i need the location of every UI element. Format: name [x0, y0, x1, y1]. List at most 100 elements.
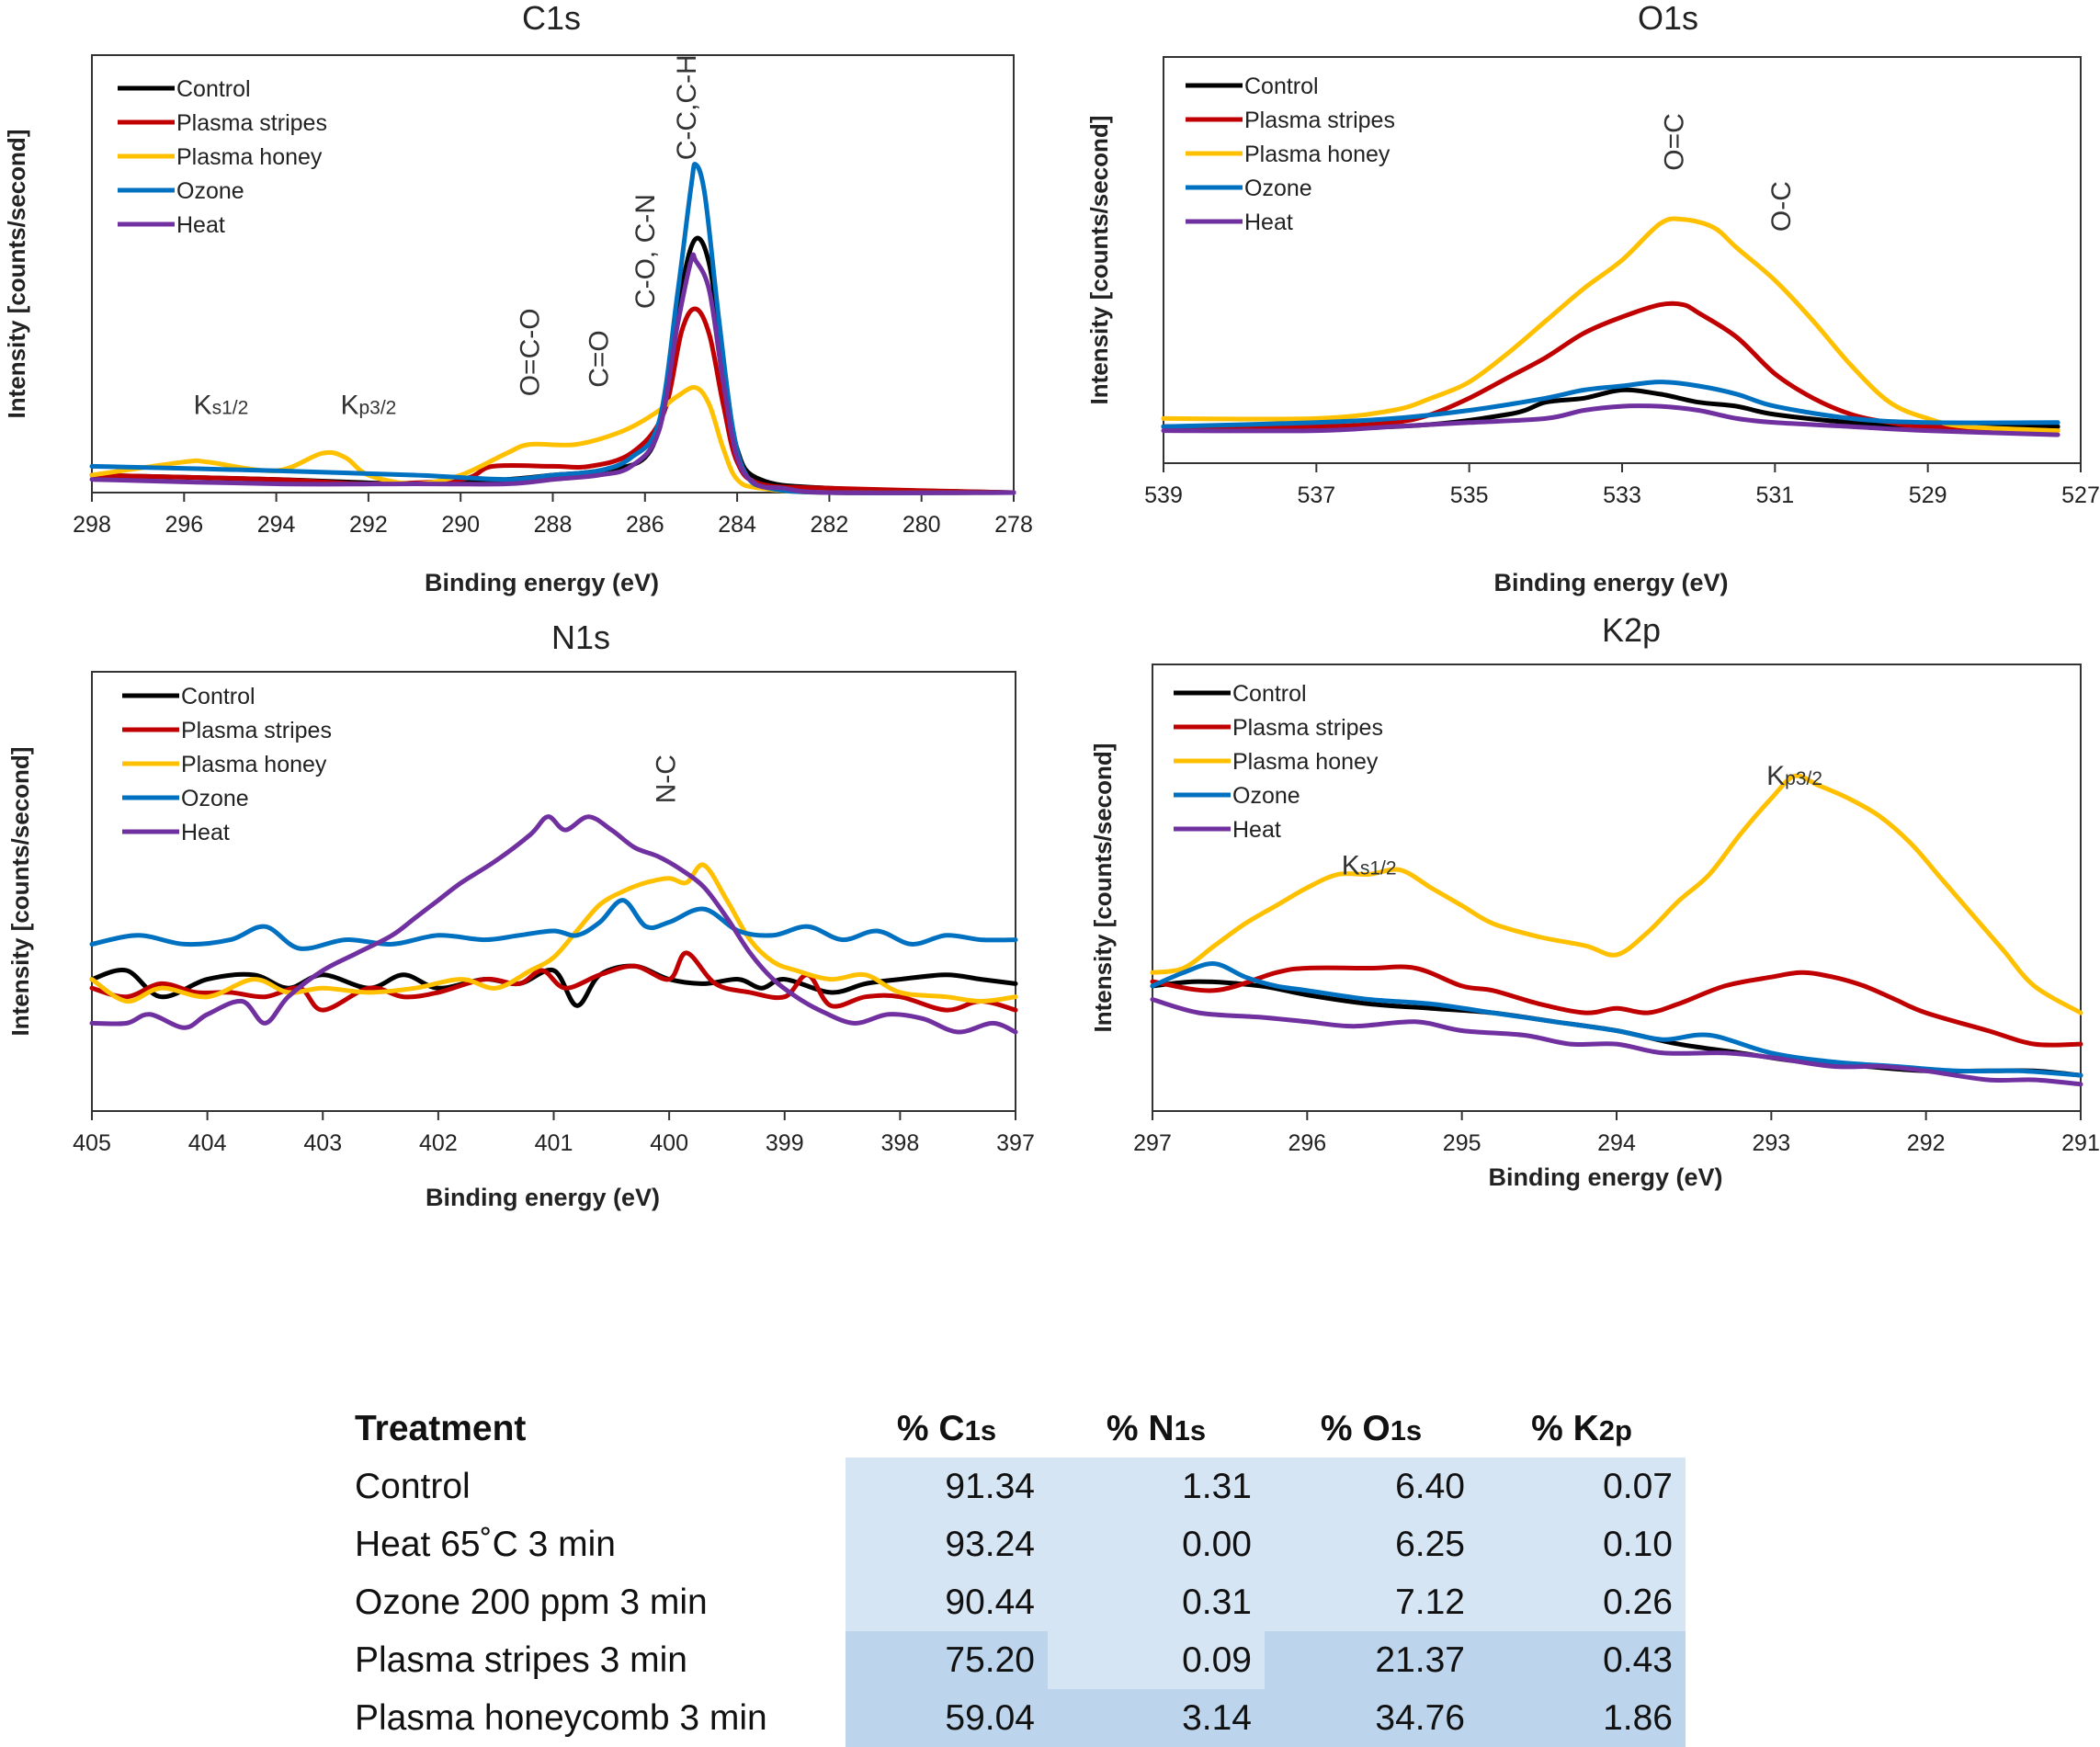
cell-k2p: 0.26 [1478, 1573, 1686, 1631]
legend-label-plasma-stripes: Plasma stripes [176, 110, 327, 136]
series-line-heat [1161, 403, 2060, 437]
legend-label-heat: Heat [176, 212, 225, 238]
x-tick-label: 295 [1443, 1130, 1481, 1156]
row-treatment: Plasma stripes 3 min [342, 1631, 846, 1689]
cell-c1s: 93.24 [846, 1515, 1048, 1573]
peak-annotation: O=C [1660, 113, 1690, 171]
series-line-plasma-stripes [89, 950, 1018, 1013]
chart-o1s: O1s 539 537 535 533 531 529 527 Binding energy (… [1085, 0, 2100, 596]
x-tick-label: 402 [419, 1130, 458, 1156]
x-tick-label: 403 [303, 1130, 342, 1156]
series-line-control [89, 963, 1018, 1008]
plot-area [91, 671, 1016, 1112]
x-tick-label: 531 [1755, 482, 1794, 508]
header-c1s: % C1s [846, 1400, 1048, 1458]
header-k2p: % K2p [1478, 1400, 1686, 1458]
series-line-heat [89, 814, 1018, 1035]
chart-title: O1s [1638, 0, 1698, 37]
legend-label-ozone: Ozone [176, 178, 244, 204]
cell-o1s: 34.76 [1265, 1689, 1478, 1747]
series-line-heat [89, 252, 1016, 495]
peak-annotation: O-C [1766, 181, 1797, 232]
x-tick-label: 400 [650, 1130, 688, 1156]
x-tick-label: 282 [811, 512, 849, 538]
legend-label-ozone: Ozone [181, 786, 249, 811]
legend-label-plasma-honey: Plasma honey [1244, 142, 1391, 167]
legend-label-control: Control [181, 684, 255, 709]
series-line-ozone [1161, 380, 2060, 429]
x-tick-label: 399 [766, 1130, 804, 1156]
x-tick-label: 293 [1752, 1130, 1790, 1156]
row-treatment: Heat 65˚C 3 min [342, 1515, 846, 1573]
plot-area [91, 54, 1015, 493]
peak-annotation: C-O, C-N [630, 194, 661, 309]
series-line-plasma-honey [1161, 216, 2060, 434]
x-tick-label: 539 [1144, 482, 1183, 508]
table-header-row: Treatment % C1s % N1s % O1s % K2p [342, 1400, 1686, 1458]
header-treatment: Treatment [342, 1400, 846, 1458]
peak-annotation: Ks1/2 [1342, 850, 1397, 880]
legend-label-control: Control [1244, 74, 1319, 99]
peak-annotation: Ks1/2 [194, 390, 249, 420]
table-row: Control 91.34 1.31 6.40 0.07 [342, 1458, 1686, 1515]
legend-label-control: Control [1232, 681, 1307, 707]
legend-label-heat: Heat [181, 820, 230, 845]
peak-annotation: Kp3/2 [1766, 761, 1822, 791]
x-tick-label: 533 [1603, 482, 1641, 508]
table-row: Heat 65˚C 3 min 93.24 0.00 6.25 0.10 [342, 1515, 1686, 1573]
chart-c1s: C1s 298 296 294 292 290 288 286 284 282 280 278 Bind… [3, 0, 1033, 596]
header-o1s: % O1s [1265, 1400, 1478, 1458]
x-axis-label: Binding energy (eV) [425, 569, 659, 596]
x-tick-label: 397 [996, 1130, 1035, 1156]
cell-n1s: 0.09 [1048, 1631, 1265, 1689]
series-line-plasma-honey [1150, 773, 2083, 1015]
table-row: Ozone 200 ppm 3 min 90.44 0.31 7.12 0.26 [342, 1573, 1686, 1631]
legend-label-control: Control [176, 76, 251, 102]
cell-n1s: 0.31 [1048, 1573, 1265, 1631]
legend-label-ozone: Ozone [1244, 176, 1312, 201]
series-line-plasma-honey [89, 862, 1018, 1004]
cell-c1s: 75.20 [846, 1631, 1048, 1689]
series-line-plasma-stripes [1150, 964, 2083, 1048]
cell-c1s: 59.04 [846, 1689, 1048, 1747]
legend-label-plasma-honey: Plasma honey [1232, 749, 1379, 775]
x-tick-label: 280 [902, 512, 941, 538]
x-tick-label: 286 [626, 512, 664, 538]
y-axis-label: Intensity [counts/second] [3, 130, 30, 419]
legend-label-plasma-stripes: Plasma stripes [1232, 715, 1383, 741]
x-tick-label: 296 [165, 512, 203, 538]
x-tick-label: 292 [349, 512, 388, 538]
cell-k2p: 0.10 [1478, 1515, 1686, 1573]
x-tick-label: 529 [1909, 482, 1947, 508]
cell-k2p: 0.07 [1478, 1458, 1686, 1515]
cell-o1s: 7.12 [1265, 1573, 1478, 1631]
cell-c1s: 90.44 [846, 1573, 1048, 1631]
legend-label-plasma-honey: Plasma honey [181, 752, 327, 777]
x-tick-label: 398 [881, 1130, 920, 1156]
legend-label-plasma-honey: Plasma honey [176, 144, 323, 170]
x-tick-label: 297 [1133, 1130, 1172, 1156]
chart-k2p: K2p 297 296 295 294 293 292 291 Binding energy (… [1089, 611, 2100, 1191]
cell-n1s: 3.14 [1048, 1689, 1265, 1747]
series-line-ozone [89, 898, 1018, 951]
x-tick-label: 292 [1907, 1130, 1946, 1156]
legend-label-plasma-stripes: Plasma stripes [1244, 108, 1395, 133]
x-tick-label: 535 [1450, 482, 1489, 508]
chart-title: N1s [551, 618, 610, 656]
header-n1s: % N1s [1048, 1400, 1265, 1458]
cell-k2p: 0.43 [1478, 1631, 1686, 1689]
peak-annotation: C=O [585, 330, 615, 388]
x-axis-label: Binding energy (eV) [1488, 1163, 1722, 1191]
chart-n1s: N1s 405 404 403 402 401 400 399 398 397 Binding en… [6, 618, 1035, 1211]
cell-n1s: 0.00 [1048, 1515, 1265, 1573]
row-treatment: Ozone 200 ppm 3 min [342, 1573, 846, 1631]
x-tick-label: 294 [1597, 1130, 1636, 1156]
row-treatment: Plasma honeycomb 3 min [342, 1689, 846, 1747]
cell-c1s: 91.34 [846, 1458, 1048, 1515]
y-axis-label: Intensity [counts/second] [1089, 743, 1117, 1033]
x-tick-label: 405 [73, 1130, 111, 1156]
x-tick-label: 288 [534, 512, 573, 538]
cell-o1s: 6.25 [1265, 1515, 1478, 1573]
x-axis-label: Binding energy (eV) [426, 1184, 660, 1211]
peak-annotation: O=C-O [515, 308, 545, 396]
